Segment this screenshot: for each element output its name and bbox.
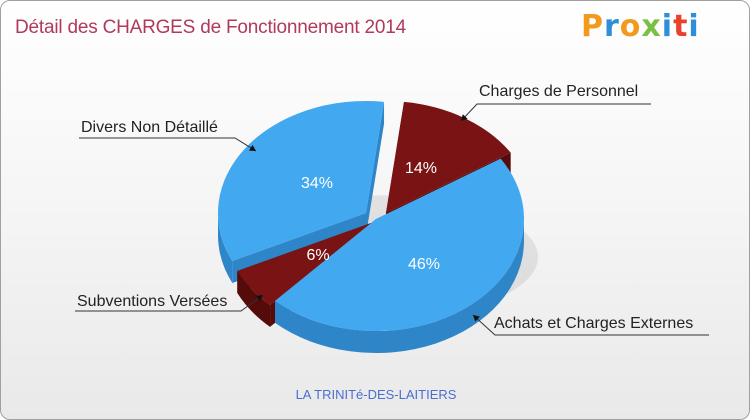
pie-slice-side bbox=[218, 213, 233, 284]
callout-arrow bbox=[256, 295, 263, 302]
percent-label: 6% bbox=[306, 247, 329, 264]
logo-letter: i bbox=[661, 9, 674, 44]
logo-letter: i bbox=[688, 9, 700, 44]
pie-slice-side bbox=[275, 219, 524, 354]
logo-letter: t bbox=[673, 9, 689, 44]
slice-category-label: Divers Non Détaillé bbox=[81, 119, 218, 136]
pie-slice-charges-de-personnel[interactable] bbox=[386, 101, 511, 213]
callout-line bbox=[472, 314, 709, 336]
pie-slice-face bbox=[366, 101, 385, 235]
logo-letter: x bbox=[641, 9, 662, 44]
callout-line bbox=[75, 294, 264, 312]
slice-category-label: Charges de Personnel bbox=[479, 83, 638, 100]
pie-slice-side bbox=[237, 271, 271, 327]
callout-arrow bbox=[461, 114, 468, 121]
pie-slice-subventions-vers-es[interactable] bbox=[237, 223, 371, 305]
logo-letter: P bbox=[581, 9, 604, 44]
logo-letter: o bbox=[619, 9, 642, 44]
percent-label: 34% bbox=[301, 175, 333, 192]
callout-line bbox=[79, 137, 257, 152]
pie-slice-achats-et-charges-externes[interactable] bbox=[275, 158, 525, 332]
percent-label: 14% bbox=[405, 160, 437, 177]
percent-label: 46% bbox=[408, 256, 440, 273]
proxiti-logo[interactable]: Proxiti bbox=[581, 9, 700, 44]
callout-line bbox=[460, 103, 651, 122]
slice-category-label: Achats et Charges Externes bbox=[494, 315, 693, 332]
pie-slice-divers-non-d-taill-[interactable] bbox=[218, 100, 385, 262]
commune-name: LA TRINITé-DES-LAITIERS bbox=[295, 387, 457, 402]
chart-title: Détail des CHARGES de Fonctionnement 201… bbox=[15, 17, 407, 38]
slice-category-label: Subventions Versées bbox=[77, 293, 227, 310]
callout-arrow bbox=[249, 144, 256, 151]
logo-letter: r bbox=[604, 9, 620, 44]
callout-arrow bbox=[473, 315, 480, 322]
